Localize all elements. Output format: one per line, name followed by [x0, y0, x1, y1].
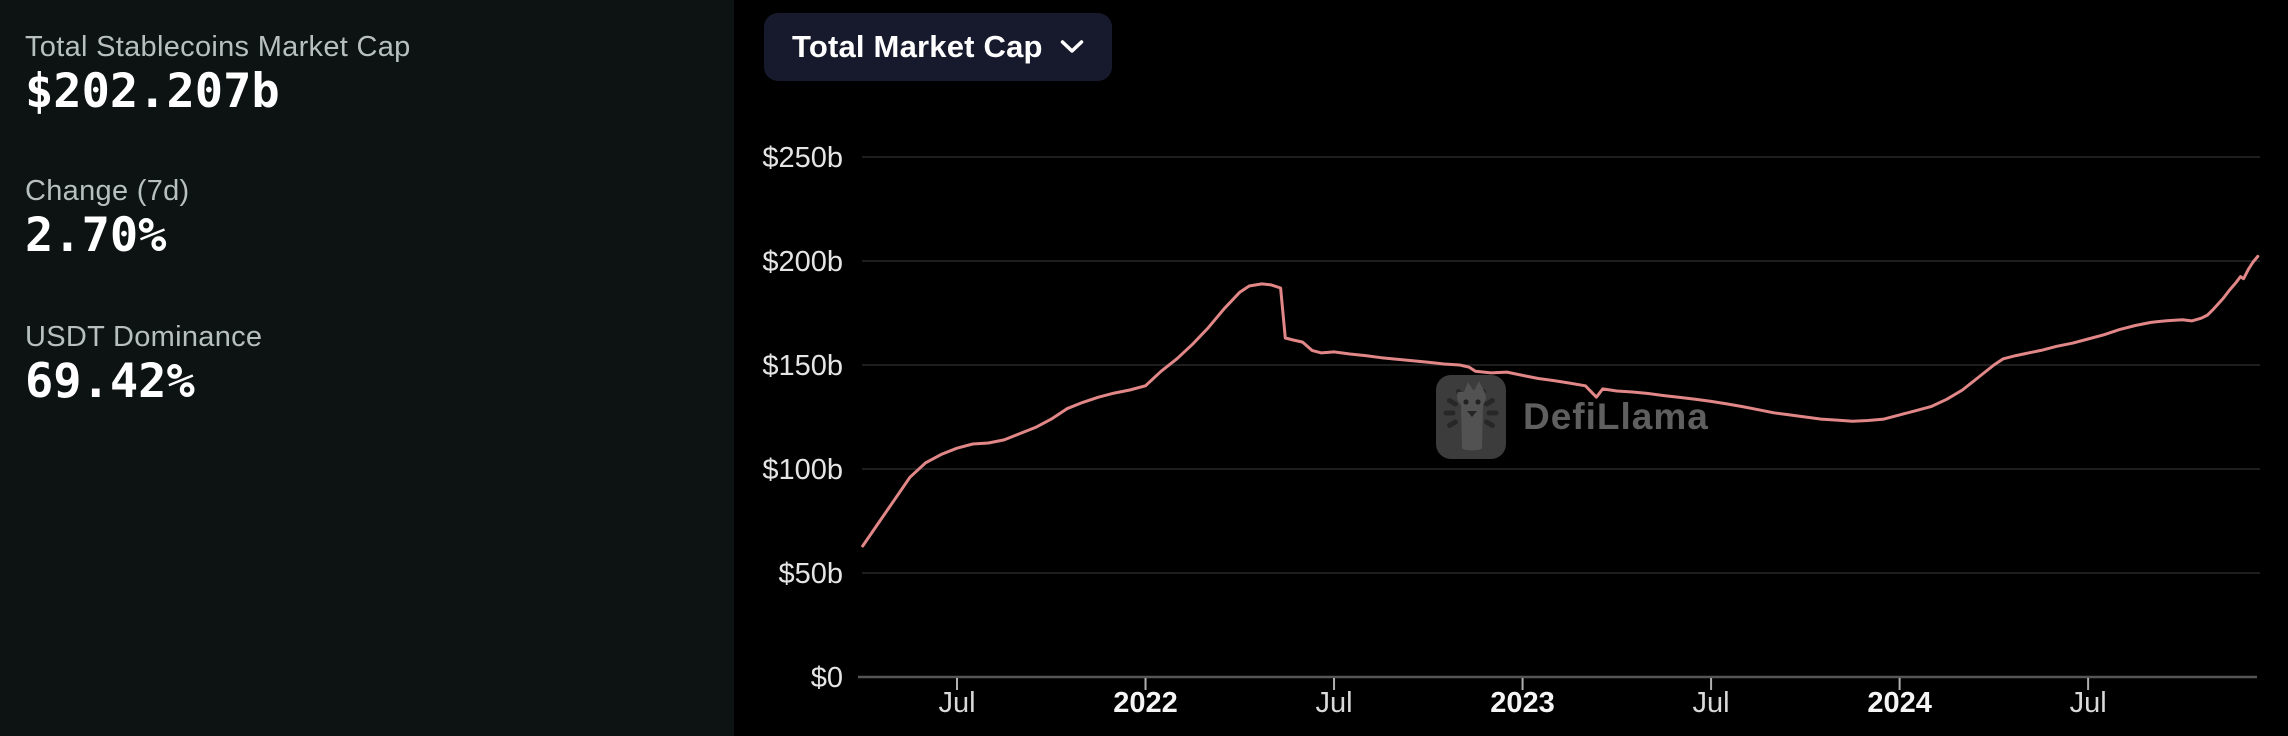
stat-label: Change (7d) [25, 175, 190, 207]
metric-selector-button[interactable]: Total Market Cap [764, 13, 1112, 81]
x-axis-label: Jul [1316, 687, 1353, 719]
defillama-watermark-text: DefiLlama [1523, 396, 1709, 437]
metric-selector-label: Total Market Cap [792, 29, 1043, 64]
x-axis-label: Jul [2070, 687, 2107, 719]
y-axis-label: $200b [762, 246, 843, 278]
y-axis-label: $0 [811, 662, 843, 694]
x-axis-label: 2024 [1867, 687, 1932, 719]
y-axis-label: $250b [762, 142, 843, 174]
x-axis-label: Jul [938, 687, 975, 719]
y-axis-label: $150b [762, 350, 843, 382]
stat-label: Total Stablecoins Market Cap [25, 31, 411, 63]
stat-usdt-dominance: USDT Dominance 69.42% [25, 320, 262, 410]
y-axis-label: $50b [778, 558, 843, 590]
market-cap-chart[interactable]: $0 $50b $100b $150b $200b $250b Jul 2022 Jul 2023… [734, 0, 2288, 736]
stat-value: $202.207b [25, 64, 280, 119]
x-axis-label: Jul [1693, 687, 1730, 719]
defillama-logo-icon [1436, 375, 1506, 459]
stat-total-stablecoins-market-cap: Total Stablecoins Market Cap $202.207b [25, 30, 411, 120]
x-axis-label: 2023 [1490, 687, 1555, 719]
x-axis-label: 2022 [1113, 687, 1178, 719]
stat-change-7d: Change (7d) 2.70% [25, 174, 190, 264]
stats-panel: Total Stablecoins Market Cap $202.207b C… [0, 0, 734, 736]
chevron-down-icon [1060, 40, 1083, 53]
y-axis-label: $100b [762, 454, 843, 486]
stat-value: 2.70% [25, 208, 167, 263]
defillama-watermark: DefiLlama [1436, 375, 1709, 459]
stat-label: USDT Dominance [25, 321, 263, 353]
stat-value: 69.42% [25, 354, 195, 409]
market-cap-line [861, 254, 2260, 548]
chart-panel: Total Market Cap DefiLlama $0 $50b $1 [734, 0, 2288, 736]
